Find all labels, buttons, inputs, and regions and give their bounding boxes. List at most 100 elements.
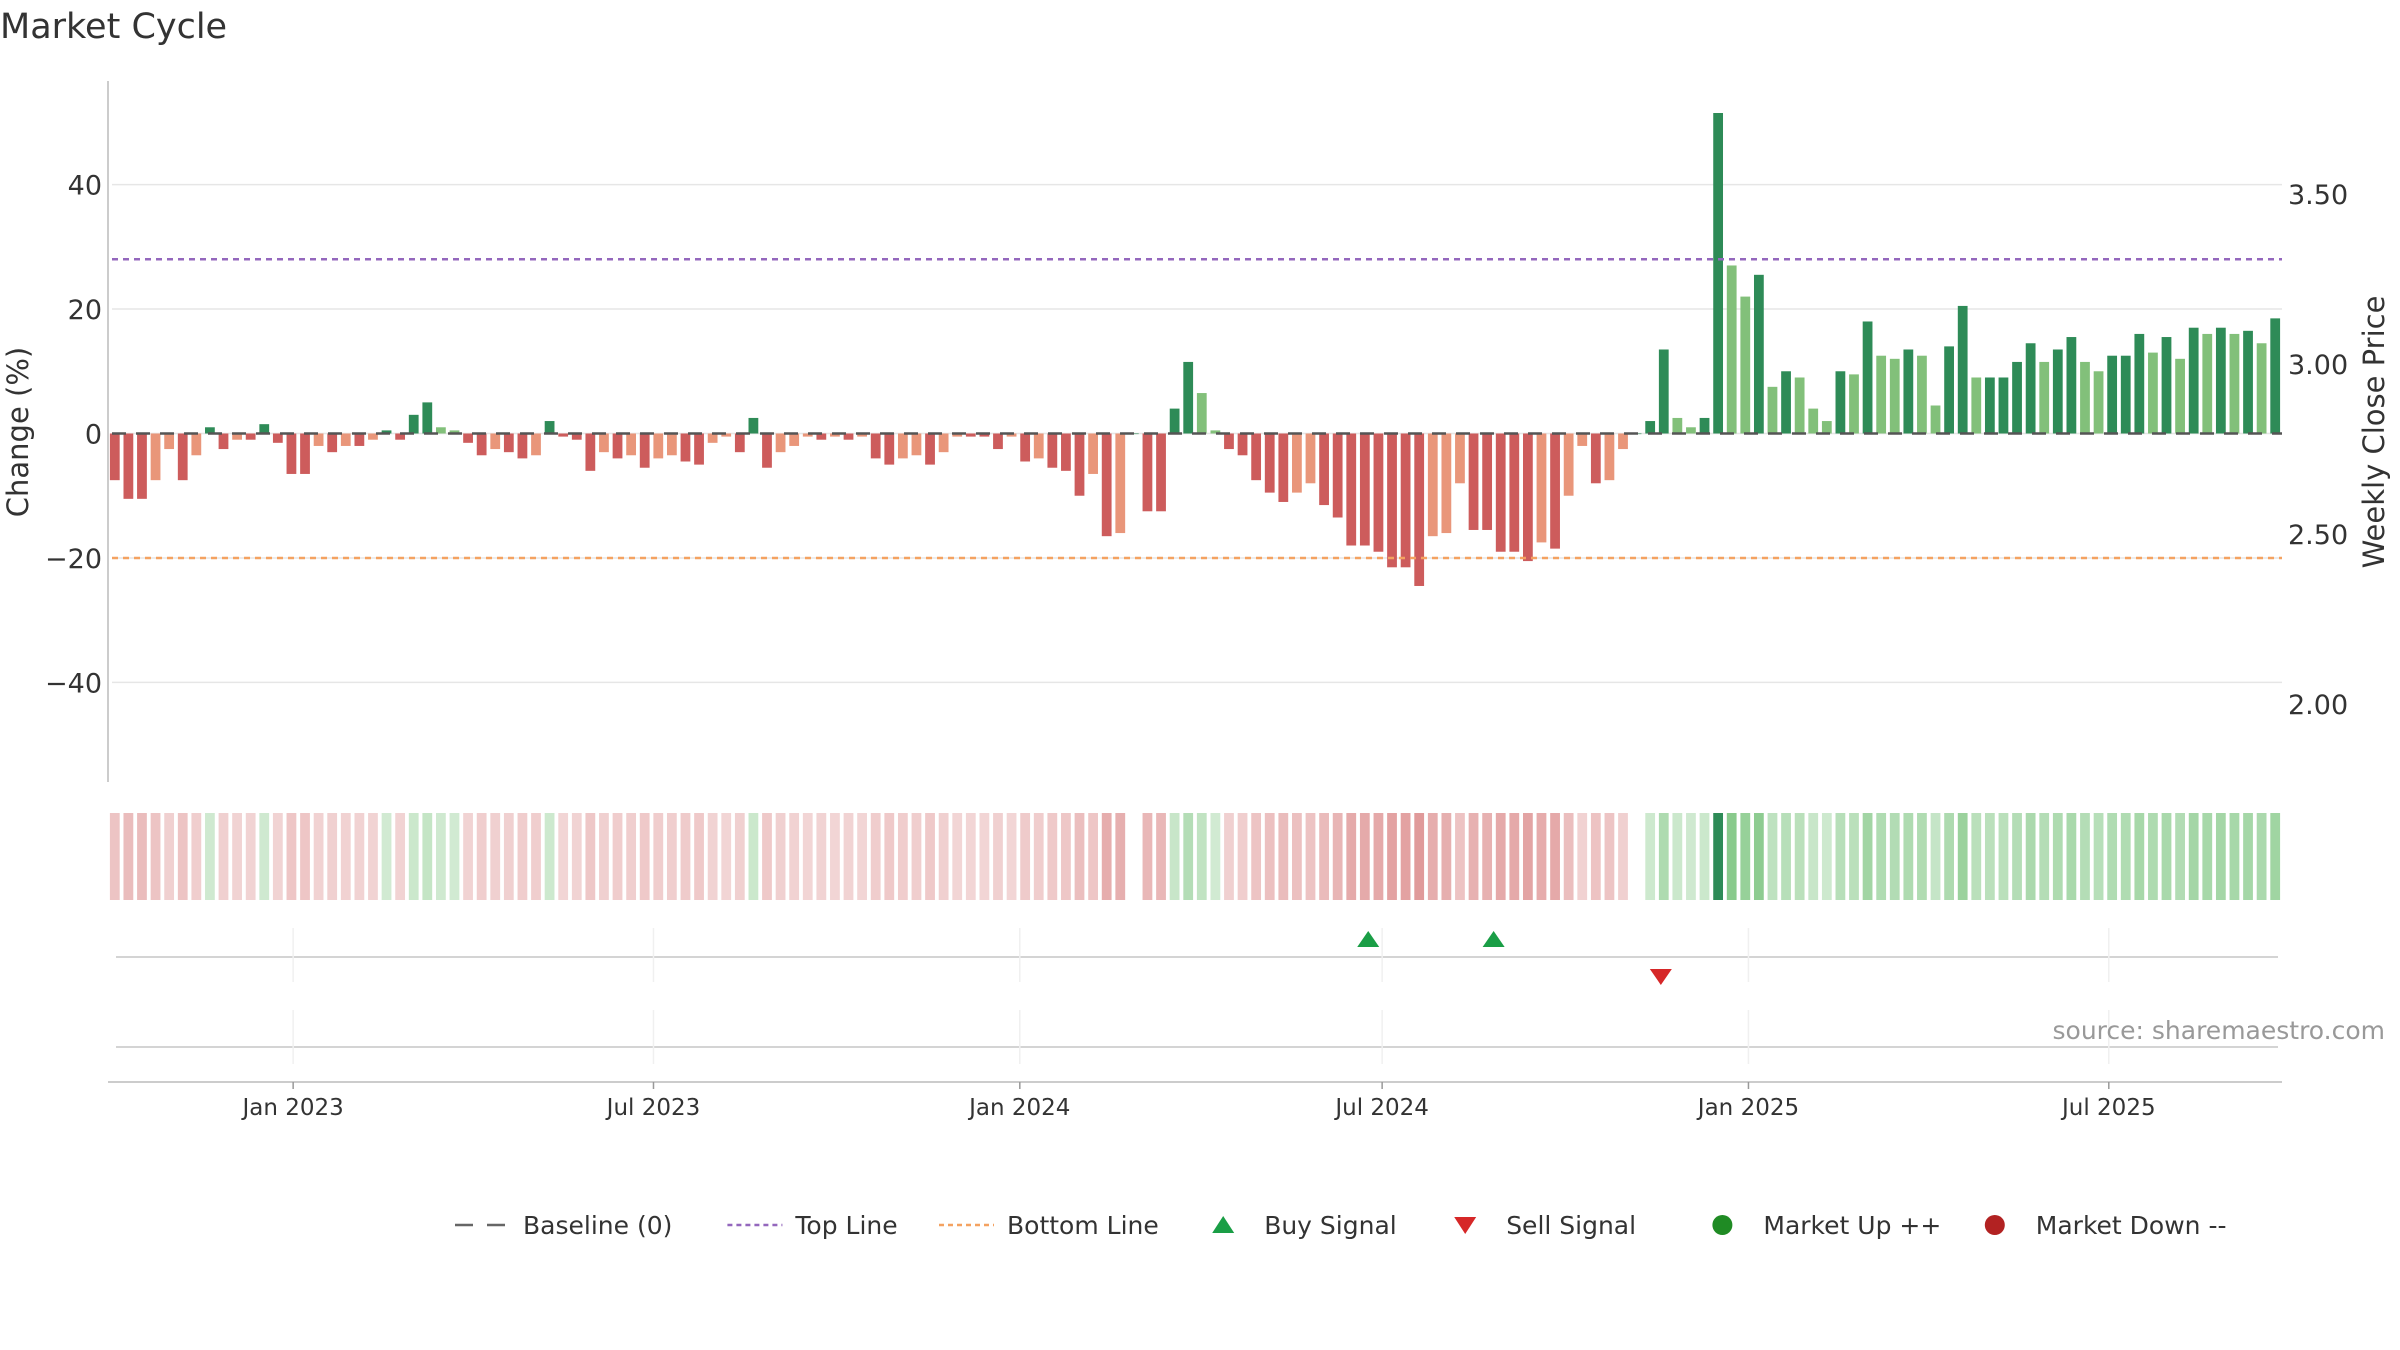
- heat-cell: [137, 813, 147, 900]
- change-bar: [680, 433, 691, 462]
- change-bar: [1183, 361, 1194, 434]
- legend-swatch: [1454, 1217, 1477, 1234]
- heat-cell: [938, 813, 949, 900]
- y-tick-label-left: 40: [68, 171, 102, 202]
- change-bar: [1332, 433, 1343, 518]
- change-bar: [857, 433, 867, 437]
- change-bar: [626, 433, 637, 456]
- change-bar: [1006, 433, 1017, 437]
- heat-cell: [1998, 813, 2009, 900]
- change-bar: [1074, 433, 1085, 496]
- heat-cell: [2161, 813, 2172, 900]
- heat-cell: [857, 813, 867, 900]
- change-bar: [1672, 417, 1683, 434]
- heat-cell: [1930, 813, 1941, 900]
- heat-cell: [1142, 813, 1153, 900]
- change-bar: [653, 433, 664, 459]
- heat-cell: [2066, 813, 2077, 900]
- heat-cell: [666, 813, 677, 900]
- change-bar: [571, 433, 582, 440]
- heat-cell: [1835, 813, 1846, 900]
- heat-cell: [1400, 813, 1411, 900]
- change-bar: [1917, 355, 1927, 434]
- x-tick-label: Jan 2025: [1696, 1095, 1799, 1121]
- change-bar: [721, 433, 732, 437]
- change-bar: [2052, 349, 2063, 434]
- heat-cell: [558, 813, 569, 900]
- heat-cell: [965, 813, 976, 900]
- change-bar: [205, 427, 215, 434]
- heat-cell: [1944, 813, 1954, 900]
- heat-cell: [1292, 813, 1302, 900]
- change-bar: [2134, 333, 2145, 434]
- heat-cell: [1658, 813, 1669, 900]
- grid-layer: [107, 81, 2282, 782]
- change-bar: [1536, 433, 1547, 543]
- change-bar: [1753, 274, 1764, 434]
- heat-cell: [1387, 813, 1397, 900]
- heat-cell: [259, 813, 270, 900]
- change-bar: [1237, 433, 1248, 456]
- change-bar: [1264, 433, 1275, 493]
- heat-cell: [109, 813, 120, 900]
- heat-cell: [463, 813, 473, 900]
- heat-cell: [340, 813, 351, 900]
- change-bar: [1373, 433, 1384, 552]
- heat-cell: [925, 813, 935, 900]
- heat-cell: [639, 813, 650, 900]
- heat-cell: [1006, 813, 1017, 900]
- heat-cell: [571, 813, 582, 900]
- change-bar: [938, 433, 949, 453]
- change-bar: [1726, 265, 1737, 434]
- y-tick-label-left: 0: [85, 420, 102, 451]
- heat-cell: [449, 813, 460, 900]
- heat-cell: [707, 813, 718, 900]
- y-tick-label-right: 3.50: [2288, 180, 2348, 211]
- sell-signal-marker: [1649, 969, 1672, 985]
- change-bar: [558, 433, 569, 437]
- change-bar: [327, 433, 338, 453]
- heat-cell: [694, 813, 704, 900]
- heat-cell: [1523, 813, 1533, 900]
- heat-cell: [1604, 813, 1615, 900]
- change-bar: [1047, 433, 1058, 468]
- heat-cell: [1210, 813, 1221, 900]
- change-bar: [503, 433, 514, 453]
- change-bar: [884, 433, 895, 465]
- heat-cell: [408, 813, 419, 900]
- heat-cell: [721, 813, 732, 900]
- change-bar: [802, 433, 813, 437]
- change-bar: [395, 433, 406, 440]
- change-bar: [463, 433, 473, 443]
- heat-cell: [191, 813, 202, 900]
- change-bar: [1278, 433, 1289, 502]
- change-bar: [748, 417, 759, 434]
- change-bar: [381, 430, 392, 434]
- heat-cell: [2256, 813, 2267, 900]
- change-bar: [1889, 358, 1900, 434]
- change-bar: [340, 433, 351, 446]
- legend-label: Sell Signal: [1506, 1211, 1636, 1240]
- legend-item: Top Line: [727, 1211, 898, 1240]
- heat-cell: [1183, 813, 1194, 900]
- change-bar: [816, 433, 827, 440]
- change-bar: [1224, 433, 1234, 450]
- change-bar: [286, 433, 297, 474]
- heat-cell: [2202, 813, 2213, 900]
- heat-cell: [2215, 813, 2226, 900]
- heat-cell: [354, 813, 365, 900]
- change-bar: [2270, 318, 2281, 434]
- change-bar: [1292, 433, 1302, 493]
- heat-cell: [2025, 813, 2036, 900]
- chart-title: Market Cycle: [0, 7, 227, 47]
- change-bar: [2039, 361, 2050, 434]
- legend-label: Market Down --: [2036, 1211, 2227, 1240]
- change-bar: [2202, 333, 2213, 434]
- heat-cell: [952, 813, 963, 900]
- heat-cell: [1618, 813, 1628, 900]
- heat-cell: [1020, 813, 1031, 900]
- legend-swatch: [1984, 1215, 2005, 1235]
- heat-cell: [1346, 813, 1357, 900]
- heat-cell: [1359, 813, 1370, 900]
- change-bar: [109, 433, 120, 481]
